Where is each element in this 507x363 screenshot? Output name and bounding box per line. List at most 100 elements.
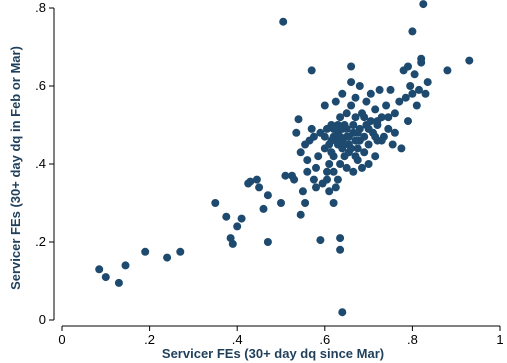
data-point [163,253,172,262]
y-tick-label: .2 [35,234,46,249]
data-point [364,124,373,133]
data-point [292,128,301,137]
data-point [95,265,104,274]
data-point [237,214,246,223]
data-point [384,124,393,133]
data-point [349,121,358,129]
data-point [336,234,345,243]
data-point [351,93,360,102]
data-point [281,171,290,180]
y-axis-ticks: 0 .2 .4 .6 .8 [35,0,54,327]
data-point [320,132,329,141]
x-tick-label: .8 [407,332,418,347]
data-point [314,152,323,161]
data-point [423,78,432,87]
data-point [355,82,364,90]
data-point [246,177,255,186]
data-point [320,101,329,110]
data-point [336,132,345,141]
data-point [331,183,340,192]
data-point [309,132,318,141]
data-point [294,115,303,124]
data-point [388,140,397,149]
data-point [395,97,404,106]
data-point [371,105,380,114]
data-point [349,167,358,176]
x-tick-label: 0 [58,332,65,347]
data-point [336,245,345,254]
data-point [279,17,288,26]
data-point [364,140,373,149]
data-point [382,101,391,110]
data-point [364,160,373,168]
data-point [373,117,382,126]
data-point [323,124,331,133]
data-point [375,85,384,94]
data-point [401,93,410,102]
data-point [312,163,320,172]
data-point [371,132,380,141]
data-point [298,187,307,196]
data-point [228,239,237,248]
data-point [252,175,261,184]
data-point [404,117,412,126]
data-point [290,175,299,184]
data-point [408,89,417,98]
data-point [263,238,272,246]
data-point [333,175,342,184]
data-point [465,56,474,65]
data-point [419,0,428,9]
x-tick-label: .4 [232,332,243,347]
data-point [342,163,351,172]
data-point [233,222,242,231]
data-point [443,66,452,75]
y-tick-label: .4 [35,156,46,171]
data-point [327,148,336,157]
data-point [371,152,380,161]
data-point [296,148,305,157]
data-point [307,66,316,75]
data-point [141,247,150,256]
data-point [347,62,356,71]
data-point [325,140,334,149]
data-point [390,109,399,118]
data-point [338,89,347,98]
data-point [412,101,421,110]
data-point [329,167,338,176]
data-point [263,191,272,200]
x-tick-label: 1 [496,332,503,347]
data-point [342,109,351,118]
data-point [415,85,423,94]
x-axis-ticks: 0 .2 .4 .6 .8 1 [58,326,504,347]
data-point [366,117,375,126]
data-point [353,144,362,153]
data-point [386,85,395,94]
data-point [277,199,285,207]
data-point [338,308,347,317]
data-point [347,101,356,110]
data-point [410,70,419,79]
data-point [404,62,412,71]
data-point [384,113,393,122]
data-point [255,183,264,192]
data-point [362,97,371,106]
y-axis-title: Servicer FEs (30+ day dq in Feb or Mar) [8,46,23,290]
x-tick-label: .6 [319,332,330,347]
y-tick-label: 0 [39,312,46,327]
data-point [351,152,360,161]
data-point [303,156,312,165]
data-point [259,204,268,213]
data-point [377,136,386,145]
data-point [307,124,316,133]
data-point [338,124,347,133]
data-point [325,160,334,168]
data-point [347,144,356,153]
data-point [329,199,338,207]
data-point [355,136,364,145]
x-axis-title: Servicer FEs (30+ day dq since Mar) [162,346,384,361]
data-point [121,261,130,270]
data-point [301,199,310,207]
y-tick-label: .6 [35,78,46,93]
